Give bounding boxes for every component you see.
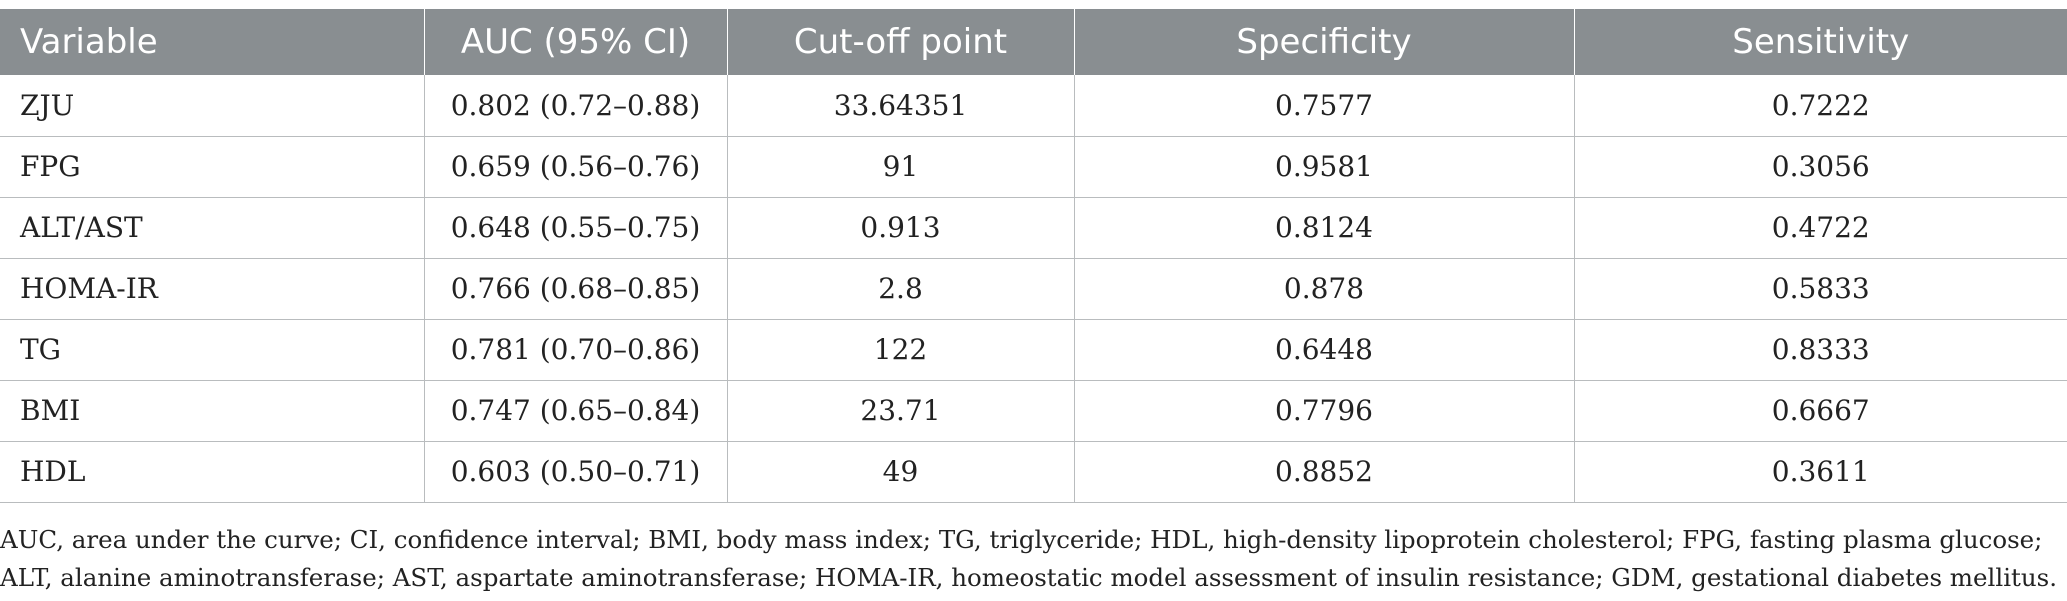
cell-variable: ZJU [0, 75, 424, 137]
table-row: BMI 0.747 (0.65–0.84) 23.71 0.7796 0.666… [0, 380, 2067, 442]
cell-variable: ALT/AST [0, 197, 424, 259]
cell-sensitivity: 0.6667 [1573, 380, 2067, 442]
cell-specificity: 0.9581 [1073, 136, 1574, 198]
cell-specificity: 0.8852 [1073, 441, 1574, 503]
cell-sensitivity: 0.5833 [1573, 258, 2067, 320]
table-row: ZJU 0.802 (0.72–0.88) 33.64351 0.7577 0.… [0, 75, 2067, 137]
cell-variable: BMI [0, 380, 424, 442]
cell-cutoff: 49 [726, 441, 1074, 503]
cell-specificity: 0.7577 [1073, 75, 1574, 137]
cell-auc: 0.659 (0.56–0.76) [423, 136, 727, 198]
table-footnote: AUC, area under the curve; CI, confidenc… [0, 525, 2058, 592]
header-row: Variable AUC (95% CI) Cut-off point Spec… [0, 9, 2067, 75]
table-row: HOMA-IR 0.766 (0.68–0.85) 2.8 0.878 0.58… [0, 258, 2067, 320]
cell-cutoff: 33.64351 [726, 75, 1074, 137]
table-row: HDL 0.603 (0.50–0.71) 49 0.8852 0.3611 [0, 441, 2067, 503]
cell-cutoff: 91 [726, 136, 1074, 198]
header-specificity: Specificity [1073, 9, 1574, 75]
header-variable: Variable [20, 22, 158, 62]
cell-variable: HDL [0, 441, 424, 503]
cell-variable: FPG [0, 136, 424, 198]
cell-cutoff: 2.8 [726, 258, 1074, 320]
cell-sensitivity: 0.3611 [1573, 441, 2067, 503]
cell-sensitivity: 0.8333 [1573, 319, 2067, 381]
table-header: Variable AUC (95% CI) Cut-off point Spec… [0, 9, 2067, 75]
cell-specificity: 0.6448 [1073, 319, 1574, 381]
table-row: ALT/AST 0.648 (0.55–0.75) 0.913 0.8124 0… [0, 197, 2067, 259]
cell-auc: 0.603 (0.50–0.71) [423, 441, 727, 503]
cell-auc: 0.802 (0.72–0.88) [423, 75, 727, 137]
header-cutoff: Cut-off point [726, 9, 1074, 75]
cell-specificity: 0.8124 [1073, 197, 1574, 259]
table-row: FPG 0.659 (0.56–0.76) 91 0.9581 0.3056 [0, 136, 2067, 198]
header-auc: AUC (95% CI) [423, 9, 727, 75]
cell-cutoff: 122 [726, 319, 1074, 381]
cell-specificity: 0.878 [1073, 258, 1574, 320]
cell-cutoff: 23.71 [726, 380, 1074, 442]
cell-sensitivity: 0.7222 [1573, 75, 2067, 137]
table-row: TG 0.781 (0.70–0.86) 122 0.6448 0.8333 [0, 319, 2067, 381]
cell-specificity: 0.7796 [1073, 380, 1574, 442]
table-body: ZJU 0.802 (0.72–0.88) 33.64351 0.7577 0.… [0, 75, 2067, 503]
roc-results-table: Variable AUC (95% CI) Cut-off point Spec… [0, 9, 2067, 503]
cell-sensitivity: 0.4722 [1573, 197, 2067, 259]
cell-variable: HOMA-IR [0, 258, 424, 320]
header-sensitivity: Sensitivity [1573, 9, 2067, 75]
cell-variable: TG [0, 319, 424, 381]
cell-cutoff: 0.913 [726, 197, 1074, 259]
cell-auc: 0.747 (0.65–0.84) [423, 380, 727, 442]
cell-auc: 0.781 (0.70–0.86) [423, 319, 727, 381]
cell-sensitivity: 0.3056 [1573, 136, 2067, 198]
cell-auc: 0.766 (0.68–0.85) [423, 258, 727, 320]
cell-auc: 0.648 (0.55–0.75) [423, 197, 727, 259]
results-table-container: Variable AUC (95% CI) Cut-off point Spec… [0, 9, 2067, 503]
